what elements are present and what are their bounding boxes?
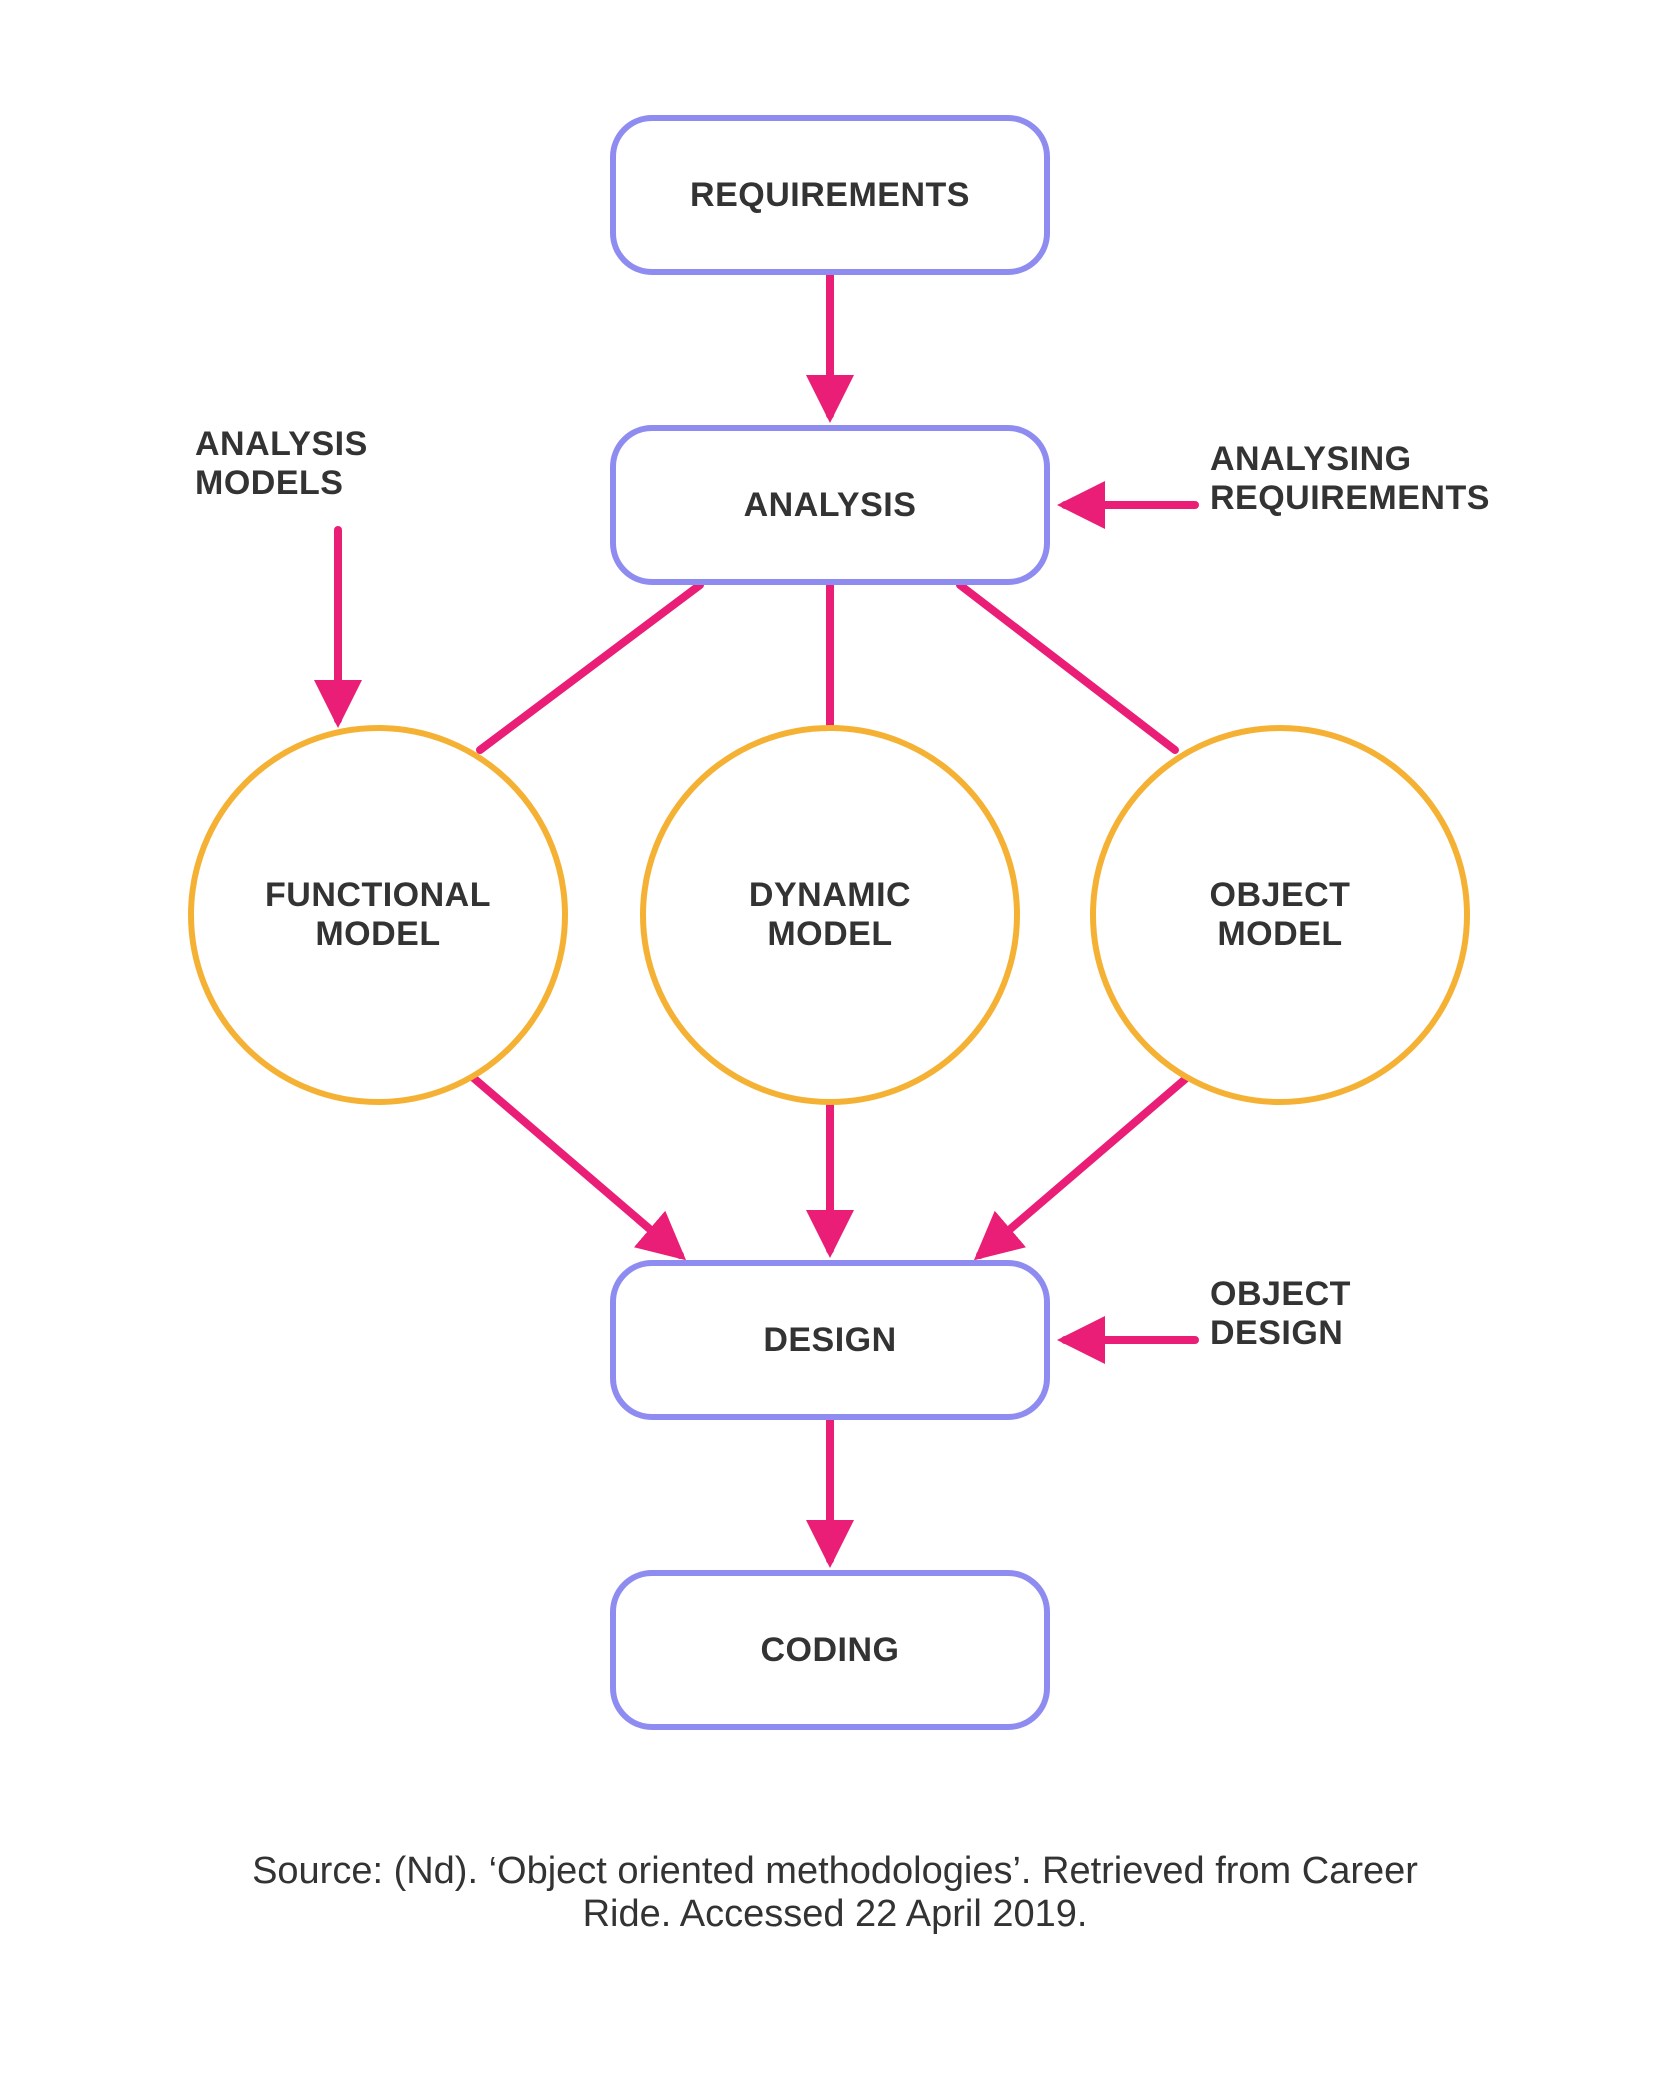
source-caption: Source: (Nd). ‘Object oriented methodolo… (240, 1850, 1430, 1936)
annotation-label: ANALYSIS MODELS (195, 425, 368, 502)
diagram-canvas: REQUIREMENTS ANALYSIS DESIGN CODING FUNC… (0, 0, 1668, 2076)
node-label: REQUIREMENTS (690, 176, 970, 215)
node-functional-model: FUNCTIONAL MODEL (188, 725, 568, 1105)
caption-text: Source: (Nd). ‘Object oriented methodolo… (252, 1850, 1418, 1935)
node-analysis: ANALYSIS (610, 425, 1050, 585)
node-dynamic-model: DYNAMIC MODEL (640, 725, 1020, 1105)
node-label: FUNCTIONAL MODEL (265, 876, 491, 954)
arrow-functional-to-design (470, 1075, 680, 1255)
node-design: DESIGN (610, 1260, 1050, 1420)
arrow-analysis-to-functional (480, 585, 700, 750)
node-coding: CODING (610, 1570, 1050, 1730)
node-object-model: OBJECT MODEL (1090, 725, 1470, 1105)
node-label: OBJECT MODEL (1210, 876, 1351, 954)
node-label: DESIGN (763, 1321, 896, 1360)
node-label: ANALYSIS (744, 486, 917, 525)
annotation-label: ANALYSING REQUIREMENTS (1210, 440, 1490, 517)
node-label: DYNAMIC MODEL (749, 876, 911, 954)
annotation-analysing-requirements: ANALYSING REQUIREMENTS (1210, 440, 1490, 518)
node-requirements: REQUIREMENTS (610, 115, 1050, 275)
annotation-analysis-models: ANALYSIS MODELS (195, 425, 368, 503)
node-label: CODING (761, 1631, 900, 1670)
arrow-object-to-design (980, 1075, 1190, 1255)
arrow-analysis-to-object (960, 585, 1175, 750)
annotation-object-design: OBJECT DESIGN (1210, 1275, 1351, 1353)
annotation-label: OBJECT DESIGN (1210, 1275, 1351, 1352)
